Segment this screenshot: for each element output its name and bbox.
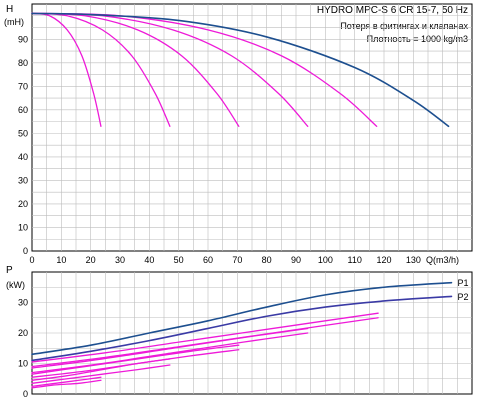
power-series-8 [31,358,171,381]
power-y-tick-label: 0 [23,389,28,399]
power-series-5 [31,332,309,374]
head-y-unit: (mH) [4,17,24,27]
x-tick-label: 30 [115,255,125,265]
power-series-6 [31,344,240,375]
x-tick-label: 90 [291,255,301,265]
head-ticks: 0 10 20 30 40 50 60 70 80 90 100 110 120 130 0 10 20 30 40… [18,34,421,265]
head-series-1 [31,12,171,127]
x-tick-label: 40 [144,255,154,265]
head-y-tick-label: 20 [18,199,28,209]
head-y-tick-label: 70 [18,81,28,91]
head-series-4 [31,12,378,127]
head-series [31,12,450,128]
power-y-tick-label: 10 [18,359,28,369]
x-tick-label: 0 [29,255,34,265]
power-y-unit: (kW) [6,280,25,290]
head-y-tick-label: 60 [18,105,28,115]
power-grid [32,272,472,394]
x-tick-label: 50 [174,255,184,265]
chart-title: HYDRO MPC-S 6 CR 15-7, 50 Hz [317,5,468,16]
head-y-tick-label: 80 [18,58,28,68]
head-series-5 [31,12,450,128]
head-y-tick-label: 90 [18,34,28,44]
x-tick-label: 60 [203,255,213,265]
x-tick-label: 110 [347,255,361,265]
power-series-4 [31,327,309,369]
power-series-2 [31,312,379,363]
head-y-tick-label: 50 [18,128,28,138]
head-y-label: H [6,4,13,15]
head-grid [32,4,472,251]
x-tick-label: 100 [318,255,333,265]
head-y-tick-label: 40 [18,152,28,162]
x-tick-label: 20 [86,255,96,265]
x-tick-label: 70 [232,255,242,265]
head-y-tick-label: 30 [18,175,28,185]
x-tick-label: 120 [376,255,391,265]
power-series-10 [31,376,102,388]
series-label-p1: P1 [457,278,468,288]
power-ticks: 0 10 20 30 [18,298,28,400]
head-series-2 [31,12,240,127]
power-series-11 [31,379,102,389]
power-y-label: P [6,265,13,276]
x-tick-label: 80 [262,255,272,265]
chart-note-fittings: Потеря в фитингах и клапанах [340,21,468,31]
power-series-p2 [31,295,453,362]
series-label-p2: P2 [457,292,468,302]
head-y-tick-label: 10 [18,222,28,232]
power-series-9 [31,364,171,384]
head-y-tick-label: 0 [23,246,28,256]
x-tick-label: 10 [56,255,66,265]
power-series-p1 [31,281,453,356]
head-x-label: Q(m3/h) [426,255,459,265]
power-y-tick-label: 30 [18,298,28,308]
power-series-3 [31,317,379,368]
power-y-tick-label: 20 [18,328,28,338]
head-series-0 [31,12,102,127]
x-tick-label: 130 [406,255,421,265]
